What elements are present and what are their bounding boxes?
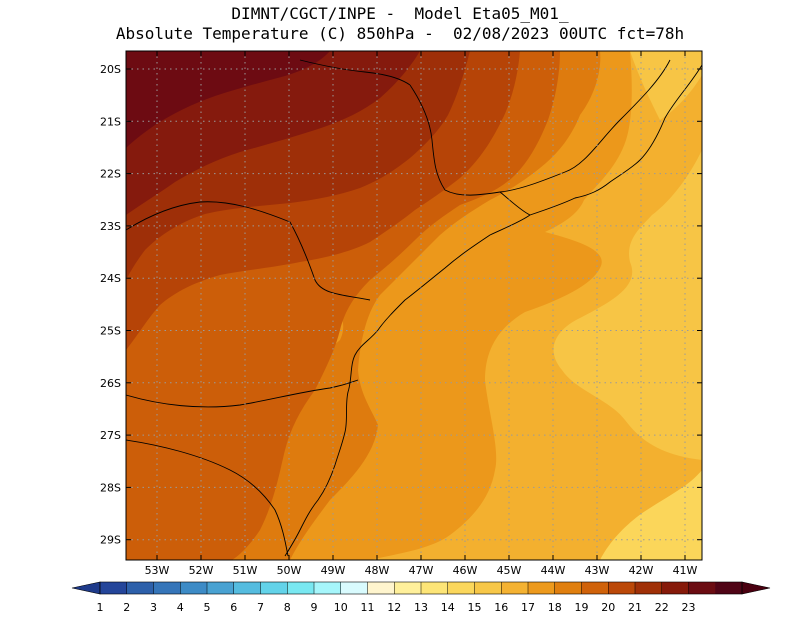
lat-label: 21S (100, 115, 121, 128)
colorbar-swatch (421, 582, 449, 594)
lat-label: 26S (100, 377, 121, 390)
lon-label: 52W (189, 564, 214, 577)
colorbar-swatch (340, 582, 368, 594)
colorbar-label: 10 (334, 601, 348, 614)
colorbar-label: 7 (257, 601, 264, 614)
colorbar: 1 2 3 4 5 6 7 8 9 10 11 12 13 14 15 16 17 18 19 20 21 22 23 (71, 581, 771, 614)
colorbar-label: 18 (548, 601, 562, 614)
latitude-axis: 20S 21S 22S 23S 24S 25S 26S 27S 28S 29S (100, 63, 702, 547)
state-border (499, 191, 531, 216)
lon-label: 49W (321, 564, 346, 577)
colorbar-swatch (287, 582, 315, 594)
colorbar-swatch (715, 582, 743, 594)
colorbar-label: 17 (521, 601, 535, 614)
colorbar-label: 13 (414, 601, 428, 614)
colorbar-swatch (207, 582, 235, 594)
colorbar-swatch (635, 582, 663, 594)
colorbar-swatch (367, 582, 395, 594)
state-border (126, 439, 289, 557)
colorbar-label: 23 (682, 601, 696, 614)
colorbar-high-arrow (741, 581, 771, 595)
colorbar-label: 9 (311, 601, 318, 614)
lat-label: 29S (100, 534, 121, 547)
colorbar-swatch (501, 582, 529, 594)
lon-label: 51W (233, 564, 258, 577)
lon-label: 48W (365, 564, 390, 577)
map-frame (125, 50, 703, 561)
lat-label: 28S (100, 481, 121, 494)
state-border (126, 379, 359, 408)
colorbar-label: 3 (150, 601, 157, 614)
lat-label: 23S (100, 220, 121, 233)
colorbar-label: 22 (655, 601, 669, 614)
colorbar-swatch (447, 582, 475, 594)
colorbar-label: 20 (601, 601, 615, 614)
lon-label: 43W (585, 564, 610, 577)
field-band-22 (126, 51, 330, 148)
lon-label: 47W (409, 564, 434, 577)
colorbar-label: 1 (97, 601, 104, 614)
lat-label: 27S (100, 429, 121, 442)
lat-label: 20S (100, 63, 121, 76)
state-border (126, 201, 371, 301)
colorbar-label: 14 (441, 601, 455, 614)
graticule (126, 51, 702, 560)
colorbar-swatch (100, 582, 128, 594)
colorbar-label: 21 (628, 601, 642, 614)
temperature-field (126, 51, 702, 560)
lon-label: 50W (277, 564, 302, 577)
lat-label: 22S (100, 168, 121, 181)
colorbar-swatch (528, 582, 556, 594)
colorbar-swatch (688, 582, 716, 594)
colorbar-label: 4 (177, 601, 184, 614)
state-border (299, 59, 411, 86)
field-band-14-north (630, 51, 702, 120)
colorbar-swatch (554, 582, 582, 594)
colorbar-swatch (153, 582, 181, 594)
lon-label: 45W (497, 564, 522, 577)
colorbar-label: 2 (123, 601, 130, 614)
lon-label: 46W (453, 564, 478, 577)
colorbar-swatch (180, 582, 208, 594)
lon-label: 53W (145, 564, 170, 577)
chart-title-line-1: DIMNT/CGCT/INPE - Model Eta05_M01_ (231, 4, 569, 23)
longitude-axis: 53W 52W 51W 50W 49W 48W 47W 46W 45W 44W 43W 42W 41W (145, 51, 698, 577)
colorbar-label: 5 (204, 601, 211, 614)
lon-label: 42W (629, 564, 654, 577)
colorbar-swatch (581, 582, 609, 594)
colorbar-swatch (233, 582, 261, 594)
colorbar-low-arrow (71, 581, 101, 595)
lat-label: 24S (100, 272, 121, 285)
colorbar-swatch (394, 582, 422, 594)
colorbar-label: 19 (575, 601, 589, 614)
colorbar-swatch (314, 582, 342, 594)
colorbar-label: 6 (230, 601, 237, 614)
colorbar-label: 12 (387, 601, 401, 614)
colorbar-swatch (260, 582, 288, 594)
colorbar-label: 11 (361, 601, 375, 614)
chart-title-line-2: Absolute Temperature (C) 850hPa - 02/08/… (115, 24, 685, 43)
field-band-14 (553, 150, 702, 460)
colorbar-swatch (608, 582, 636, 594)
colorbar-swatch (474, 582, 502, 594)
lat-label: 25S (100, 325, 121, 338)
colorbar-swatch (126, 582, 154, 594)
colorbar-swatch (661, 582, 689, 594)
colorbar-label: 15 (468, 601, 482, 614)
colorbar-label: 16 (494, 601, 508, 614)
lon-label: 44W (541, 564, 566, 577)
colorbar-label: 8 (284, 601, 291, 614)
lon-label: 41W (673, 564, 698, 577)
state-border (409, 59, 671, 196)
field-band-13 (600, 470, 702, 560)
